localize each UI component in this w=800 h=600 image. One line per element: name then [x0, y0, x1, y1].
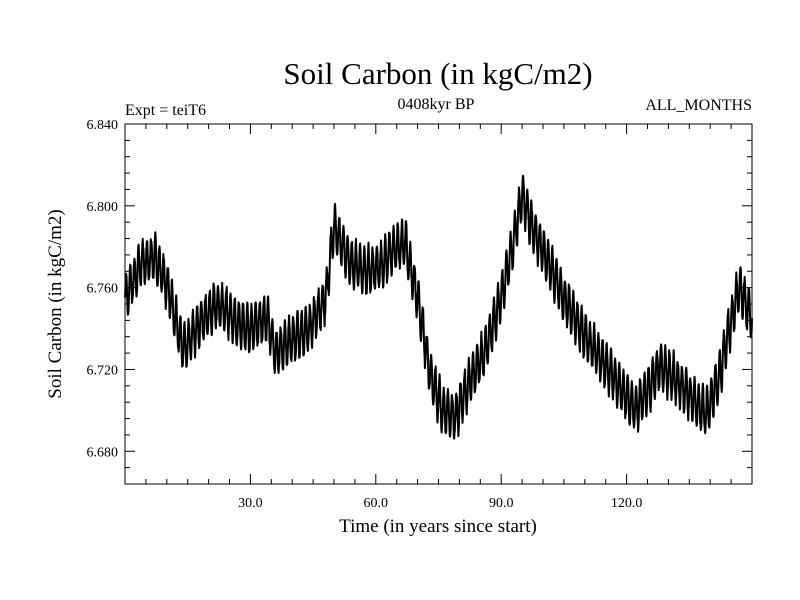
plot-frame [124, 123, 753, 485]
subtitle-expt: Expt = teiT6 [125, 102, 206, 119]
tick-labels: 30.0 60.0 90.0 120.0 6.680 6.720 6.760 6.800 6.8… [87, 118, 643, 511]
axis-ticks [125, 123, 752, 484]
x-tick-label: 60.0 [364, 496, 389, 511]
y-axis-label: Soil Carbon (in kgC/m2) [45, 209, 66, 398]
subtitle-period: 0408kyr BP [398, 96, 475, 113]
y-tick-label: 6.840 [87, 118, 119, 133]
x-tick-label: 90.0 [489, 496, 514, 511]
x-tick-label: 30.0 [238, 496, 263, 511]
chart-title: Soil Carbon (in kgC/m2) [283, 56, 592, 91]
y-tick-label: 6.720 [87, 363, 119, 378]
x-axis-label: Time (in years since start) [339, 516, 537, 537]
y-tick-label: 6.760 [87, 282, 119, 297]
y-tick-label: 6.800 [87, 200, 119, 215]
x-tick-label: 120.0 [611, 496, 643, 511]
y-tick-label: 6.680 [87, 445, 119, 460]
soil-carbon-series-line [124, 174, 753, 440]
subtitle-months: ALL_MONTHS [645, 97, 752, 114]
